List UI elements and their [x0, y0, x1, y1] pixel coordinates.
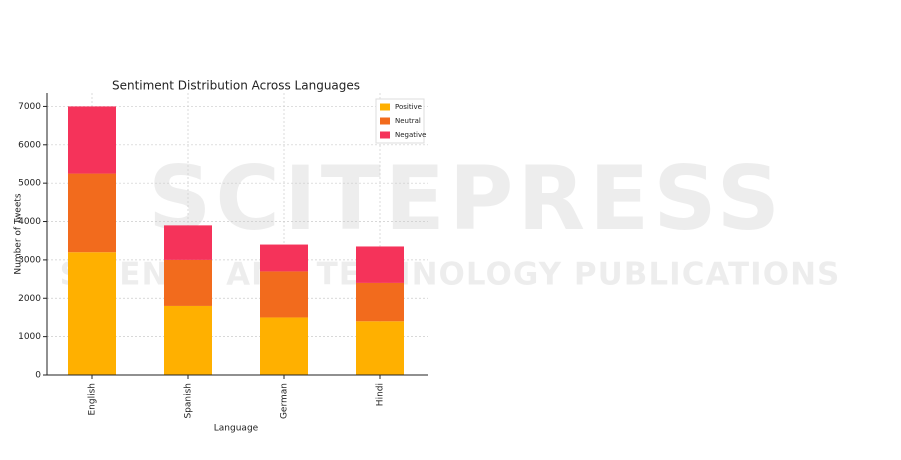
y-tick-label: 0	[35, 371, 41, 381]
bar-segment	[68, 173, 116, 253]
x-tick-label: German	[280, 383, 290, 419]
x-tick-label: English	[88, 383, 98, 416]
bar-segment	[356, 321, 404, 375]
bar-segment	[260, 317, 308, 375]
chart-title: Sentiment Distribution Across Languages	[112, 79, 360, 93]
y-axis-label: Number of Tweets	[14, 193, 24, 275]
legend-swatch	[380, 131, 390, 139]
y-tick-label: 6000	[18, 140, 41, 150]
bar-segment	[260, 244, 308, 272]
y-tick-label: 4000	[18, 217, 41, 227]
y-tick-label: 5000	[18, 179, 41, 189]
x-axis-label: Language	[214, 424, 259, 434]
bar-segment	[164, 259, 212, 306]
legend-swatch	[380, 117, 390, 125]
x-tick-label: Hindi	[376, 383, 386, 406]
legend-label: Neutral	[395, 117, 421, 125]
bar-segment	[68, 252, 116, 375]
legend-label: Negative	[395, 131, 426, 139]
y-tick-label: 2000	[18, 294, 41, 304]
watermark-title: SCITEPRESS	[148, 147, 784, 250]
y-tick-label: 3000	[18, 255, 41, 265]
bar-segment	[164, 225, 212, 260]
bar-segment	[260, 271, 308, 318]
legend-label: Positive	[395, 103, 422, 111]
y-tick-label: 1000	[18, 332, 41, 342]
bar-segment	[164, 305, 212, 375]
bar-segment	[68, 106, 116, 174]
x-tick-label: Spanish	[184, 383, 194, 419]
bar-segment	[356, 282, 404, 322]
legend-swatch	[380, 103, 390, 111]
bar-segment	[356, 246, 404, 283]
y-tick-label: 7000	[18, 102, 41, 112]
